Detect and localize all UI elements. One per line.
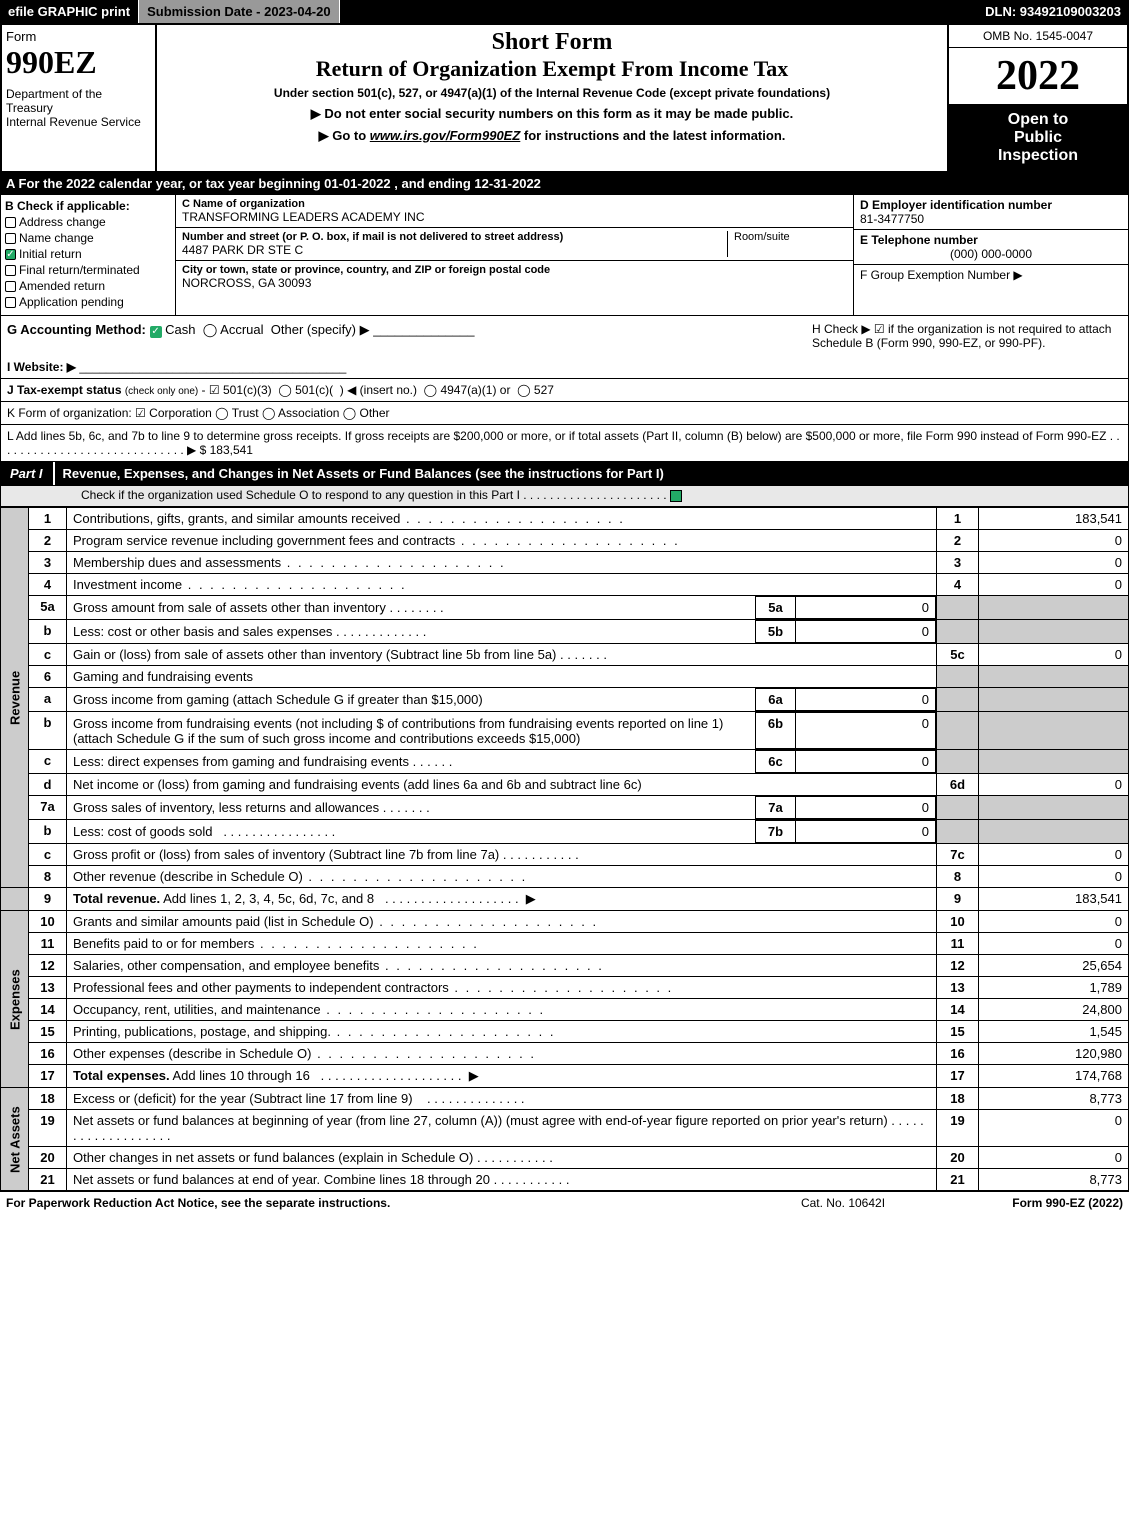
tax-year: 2022: [949, 48, 1127, 105]
top-bar: efile GRAPHIC print Submission Date - 20…: [0, 0, 1129, 23]
form-number: 990EZ: [6, 44, 151, 81]
dln: DLN: 93492109003203: [977, 0, 1129, 23]
chk-app-pending[interactable]: Application pending: [5, 295, 171, 309]
row-a-tax-year: A For the 2022 calendar year, or tax yea…: [0, 173, 1129, 194]
form-label: Form: [6, 29, 151, 44]
ssn-warning: ▶ Do not enter social security numbers o…: [165, 106, 939, 122]
col-b-checkboxes: B Check if applicable: Address change Na…: [1, 195, 176, 315]
short-form-label: Short Form: [165, 29, 939, 56]
part1-sub: Check if the organization used Schedule …: [0, 485, 1129, 507]
org-info-grid: B Check if applicable: Address change Na…: [0, 194, 1129, 316]
side-net-assets: Net Assets: [1, 1088, 29, 1191]
lines-table: Revenue 1Contributions, gifts, grants, a…: [0, 507, 1129, 1191]
line-k-org: K Form of organization: ☑ Corporation ◯ …: [0, 402, 1129, 425]
goto-line: ▶ Go to www.irs.gov/Form990EZ for instru…: [165, 128, 939, 144]
page-footer: For Paperwork Reduction Act Notice, see …: [0, 1191, 1129, 1214]
telephone: (000) 000-0000: [860, 247, 1122, 261]
city-label: City or town, state or province, country…: [182, 264, 847, 276]
chk-name-change[interactable]: Name change: [5, 231, 171, 245]
cat-no: Cat. No. 10642I: [743, 1196, 943, 1210]
open-public-inspection: Open to Public Inspection: [949, 105, 1127, 171]
under-section: Under section 501(c), 527, or 4947(a)(1)…: [165, 86, 939, 100]
room-suite-label: Room/suite: [727, 231, 847, 257]
line-l-gross: L Add lines 5b, 6c, and 7b to line 9 to …: [0, 425, 1129, 462]
ein: 81-3477750: [860, 212, 924, 226]
line-i-website: I Website: ▶ ___________________________…: [0, 356, 1129, 379]
chk-address-change[interactable]: Address change: [5, 215, 171, 229]
part1-header: Part I Revenue, Expenses, and Changes in…: [0, 462, 1129, 485]
ein-label: D Employer identification number: [860, 198, 1052, 212]
form-title: Return of Organization Exempt From Incom…: [165, 56, 939, 82]
paperwork-notice: For Paperwork Reduction Act Notice, see …: [6, 1196, 743, 1210]
form-ref: Form 990-EZ (2022): [943, 1196, 1123, 1210]
chk-final-return[interactable]: Final return/terminated: [5, 263, 171, 277]
tel-label: E Telephone number: [860, 233, 978, 247]
omb-number: OMB No. 1545-0047: [949, 25, 1127, 48]
street-label: Number and street (or P. O. box, if mail…: [182, 231, 727, 243]
submission-date: Submission Date - 2023-04-20: [139, 0, 340, 23]
chk-initial-return[interactable]: ✓Initial return: [5, 247, 171, 261]
city: NORCROSS, GA 30093: [182, 276, 847, 290]
line-h: H Check ▶ ☑ if the organization is not r…: [812, 322, 1122, 350]
group-exemption-label: F Group Exemption Number ▶: [860, 268, 1023, 282]
org-name-label: C Name of organization: [182, 198, 847, 210]
street: 4487 PARK DR STE C: [182, 243, 727, 257]
form-header: Form 990EZ Department of the Treasury In…: [0, 23, 1129, 173]
efile-print-button[interactable]: efile GRAPHIC print: [0, 0, 139, 23]
irs-link[interactable]: www.irs.gov/Form990EZ: [370, 128, 521, 143]
department: Department of the Treasury Internal Reve…: [6, 87, 151, 129]
chk-amended[interactable]: Amended return: [5, 279, 171, 293]
side-revenue: Revenue: [1, 508, 29, 888]
line-j-status: J Tax-exempt status (check only one) - ☑…: [0, 379, 1129, 402]
org-name: TRANSFORMING LEADERS ACADEMY INC: [182, 210, 847, 224]
line-g-h: G Accounting Method: ✓ Cash ◯ Accrual Ot…: [0, 316, 1129, 356]
side-expenses: Expenses: [1, 911, 29, 1088]
